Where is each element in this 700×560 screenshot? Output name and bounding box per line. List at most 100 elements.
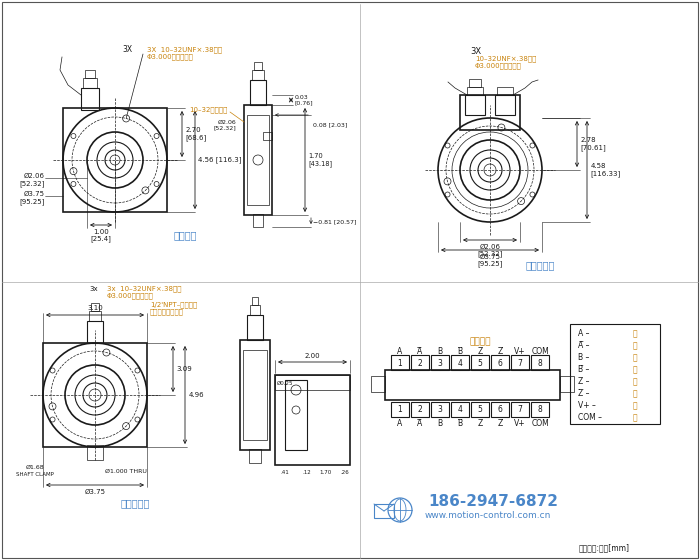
Text: 红: 红	[633, 402, 637, 410]
Text: 3x: 3x	[90, 286, 98, 292]
Bar	[87, 321, 103, 343]
Text: V+: V+	[514, 348, 526, 357]
Text: 3: 3	[438, 358, 442, 367]
Bar	[85, 70, 95, 78]
Text: 尺寸单位:英寸[mm]: 尺寸单位:英寸[mm]	[579, 544, 630, 553]
Text: Ø0.25: Ø0.25	[277, 380, 293, 385]
Bar	[89, 311, 101, 321]
Bar	[491, 402, 509, 417]
Bar	[252, 70, 264, 80]
Text: Z –: Z –	[578, 377, 589, 386]
Bar	[451, 402, 469, 417]
Text: COM: COM	[531, 348, 549, 357]
Text: 4.56 [116.3]: 4.56 [116.3]	[199, 157, 242, 164]
Text: 提供可拆卸的塞子: 提供可拆卸的塞子	[150, 309, 184, 315]
Text: 186-2947-6872: 186-2947-6872	[428, 494, 558, 510]
Text: Φ3.000螺栓圆周上: Φ3.000螺栓圆周上	[107, 293, 154, 299]
Text: B –: B –	[578, 353, 589, 362]
Bar	[497, 87, 513, 95]
Text: 6: 6	[498, 405, 503, 414]
Bar	[431, 355, 449, 370]
Bar	[253, 214, 263, 227]
Text: 紫: 紫	[633, 342, 637, 351]
Bar	[43, 343, 147, 447]
Text: A̅: A̅	[417, 419, 423, 428]
Text: Z: Z	[477, 348, 482, 357]
Text: B̅ –: B̅ –	[578, 366, 589, 375]
Text: 1: 1	[398, 405, 402, 414]
Bar	[252, 297, 258, 305]
Bar	[247, 115, 269, 205]
Text: 0.03
[0.76]: 0.03 [0.76]	[295, 95, 313, 105]
Bar	[511, 355, 529, 370]
Text: 7: 7	[517, 358, 522, 367]
Text: 10–32夹装螺钉: 10–32夹装螺钉	[190, 107, 228, 113]
Text: 橙: 橙	[633, 377, 637, 386]
Text: B̅: B̅	[457, 419, 463, 428]
Text: 端子盒输出: 端子盒输出	[120, 498, 150, 508]
Text: SHAFT CLAMP: SHAFT CLAMP	[16, 472, 54, 477]
Text: 1: 1	[398, 358, 402, 367]
Text: Z̅ –: Z̅ –	[578, 390, 589, 399]
Text: 标准外壳: 标准外壳	[174, 230, 197, 240]
Bar	[243, 350, 267, 440]
Text: 5: 5	[477, 358, 482, 367]
Bar	[83, 78, 97, 88]
Text: V+ –: V+ –	[578, 402, 596, 410]
Text: V+: V+	[514, 419, 526, 428]
Bar	[87, 445, 103, 460]
Bar	[385, 370, 560, 400]
Text: Ø3.75: Ø3.75	[85, 488, 106, 494]
Text: 3X: 3X	[470, 48, 481, 57]
Text: 3: 3	[438, 405, 442, 414]
Text: B: B	[438, 348, 442, 357]
Bar	[81, 88, 99, 110]
Text: Φ3.000螺栓圆周上: Φ3.000螺栓圆周上	[147, 54, 194, 60]
Text: 绿: 绿	[633, 329, 637, 338]
Text: .26: .26	[341, 470, 349, 475]
Text: A: A	[398, 348, 402, 357]
Text: 2.78
[70.61]: 2.78 [70.61]	[580, 137, 606, 151]
Bar	[249, 449, 261, 463]
Text: 4: 4	[458, 358, 463, 367]
Bar	[250, 80, 266, 105]
Text: 黄: 黄	[633, 390, 637, 399]
Text: Z: Z	[477, 419, 482, 428]
Text: A̅ –: A̅ –	[578, 342, 589, 351]
Text: Z̅: Z̅	[498, 348, 503, 357]
Text: Ø1.000 THRU: Ø1.000 THRU	[105, 469, 147, 474]
Bar	[471, 402, 489, 417]
Bar	[511, 402, 529, 417]
Text: 4.96: 4.96	[188, 392, 204, 398]
Text: 1.70: 1.70	[319, 470, 331, 475]
Text: 3.10: 3.10	[87, 306, 103, 311]
Bar	[491, 355, 509, 370]
Bar	[275, 375, 350, 390]
Bar	[560, 376, 574, 392]
Text: 4.58
[116.33]: 4.58 [116.33]	[591, 163, 621, 177]
Bar	[247, 315, 263, 340]
Text: A –: A –	[578, 329, 589, 338]
Bar	[531, 402, 549, 417]
Text: 蓝: 蓝	[633, 353, 637, 362]
Text: −0.81 [20.57]: −0.81 [20.57]	[313, 220, 356, 225]
Text: 2: 2	[418, 405, 422, 414]
Text: 5: 5	[477, 405, 482, 414]
Text: 黑: 黑	[633, 413, 637, 422]
Text: 2: 2	[418, 358, 422, 367]
Text: 2.00: 2.00	[304, 352, 321, 358]
Text: Ø2.06
[52.32]: Ø2.06 [52.32]	[214, 120, 236, 130]
Text: A: A	[398, 419, 402, 428]
Text: Ø1.68: Ø1.68	[26, 464, 44, 469]
Bar	[531, 355, 549, 370]
Text: 8: 8	[538, 358, 542, 367]
Bar	[374, 504, 394, 518]
Text: Ø3.75
[95.25]: Ø3.75 [95.25]	[477, 254, 503, 267]
Text: A̅: A̅	[417, 348, 423, 357]
Bar	[263, 132, 272, 140]
Bar	[240, 340, 270, 450]
Text: B: B	[438, 419, 442, 428]
Text: Ø2.06
[52.32]: Ø2.06 [52.32]	[477, 244, 503, 257]
Text: 棕: 棕	[633, 366, 637, 375]
Bar	[254, 62, 262, 70]
